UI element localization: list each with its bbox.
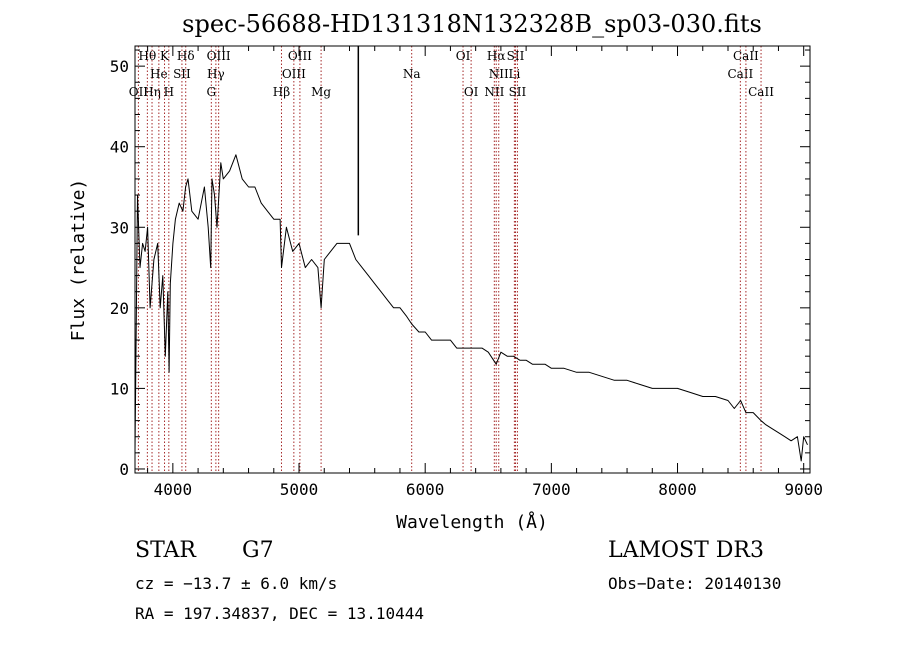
redshift-cz: cz = −13.7 ± 6.0 km/s	[135, 574, 338, 593]
spectral-line-label: OIII	[282, 67, 306, 81]
spectral-line-label: Na	[403, 67, 421, 81]
x-tick-label: 6000	[406, 480, 445, 499]
spectral-line-label: CaII	[727, 67, 753, 81]
spectral-line-label: Hδ	[177, 49, 195, 63]
spectral-line-label: K	[160, 49, 170, 63]
spectral-line-label: CaII	[748, 85, 774, 99]
spectral-line-label: NII	[484, 85, 504, 99]
spectral-line-label: OIII	[207, 49, 231, 63]
spectral-line-label: SII	[173, 67, 191, 81]
x-tick-label: 9000	[784, 480, 823, 499]
object-class: STAR	[135, 538, 196, 563]
axis-ticks	[135, 46, 810, 473]
spectral-line-label: Hα	[487, 49, 506, 63]
spectral-line-label: OII	[129, 85, 149, 99]
x-tick-label: 8000	[658, 480, 697, 499]
spectral-line-label: OI	[464, 85, 479, 99]
spectral-line-label: Hθ	[139, 49, 157, 63]
flux-line	[134, 154, 808, 462]
spectral-line-label: Mg	[311, 85, 331, 99]
y-tick-label: 0	[119, 460, 129, 479]
spectral-line-label: H	[164, 85, 174, 99]
spectral-line-label: Hβ	[273, 85, 290, 99]
spectral-line-label: G	[207, 85, 217, 99]
axis-tick-labels: 4000 5000 6000 7000 8000 9000 0 10 20 30 40 50	[110, 57, 823, 499]
y-tick-label: 40	[110, 138, 129, 157]
spectral-line-label: SII	[507, 49, 525, 63]
x-tick-label: 7000	[532, 480, 571, 499]
chart-title: spec-56688-HD131318N132328B_sp03-030.fit…	[182, 10, 762, 38]
survey-name: LAMOST DR3	[608, 538, 764, 563]
y-tick-label: 10	[110, 379, 129, 398]
spectral-line-label: OI	[456, 49, 471, 63]
spectral-line-label: OIII	[288, 49, 312, 63]
object-subclass: G7	[242, 538, 274, 563]
x-tick-label: 5000	[280, 480, 319, 499]
x-tick-label: 4000	[154, 480, 193, 499]
plot-frame	[134, 45, 811, 474]
sky-coordinates: RA = 197.34837, DEC = 13.10444	[135, 604, 424, 623]
spectral-line-label: He	[150, 67, 168, 81]
spectral-line-label: SII	[509, 85, 527, 99]
spectral-line-label: Li	[508, 67, 520, 81]
x-axis-label: Wavelength (Å)	[396, 511, 548, 533]
y-tick-label: 50	[110, 57, 129, 76]
spectral-line-label: CaII	[733, 49, 759, 63]
spectral-line-markers: OII Hθ Hη He K H SII Hδ G Hγ OIII Hβ OIII OIII Mg Na OI O…	[129, 46, 774, 473]
spectral-line-label: Hη	[143, 85, 161, 99]
observation-date: Obs−Date: 20140130	[608, 574, 782, 593]
flux-series	[134, 46, 808, 462]
spectral-line-label: NII	[489, 67, 509, 81]
y-axis-label: Flux (relative)	[68, 179, 89, 342]
y-tick-label: 20	[110, 299, 129, 318]
y-tick-label: 30	[110, 218, 129, 237]
spectral-line-label: Hγ	[207, 67, 225, 81]
